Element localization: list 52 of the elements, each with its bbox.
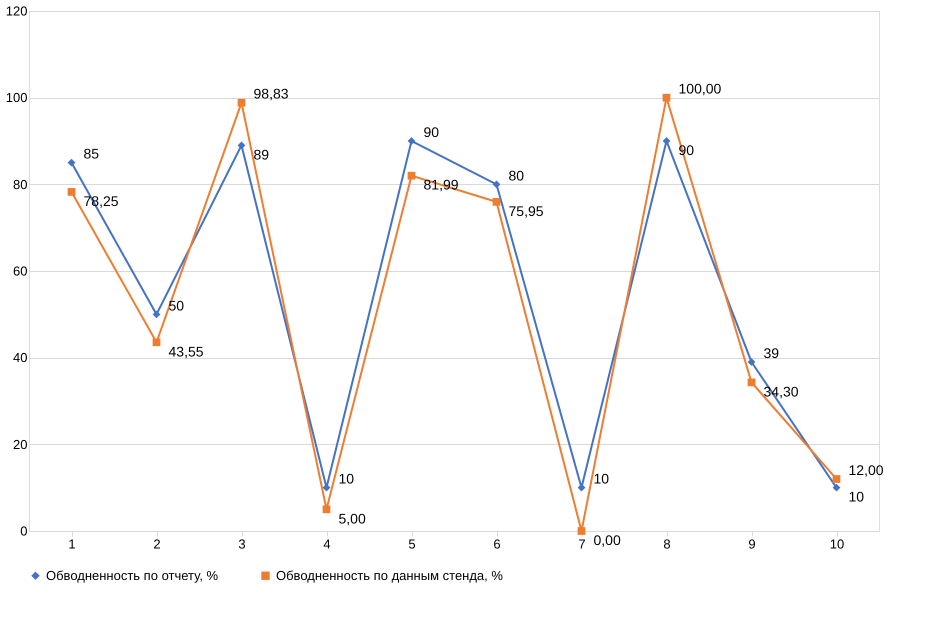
- y-tick-label: 60: [13, 264, 28, 278]
- data-label: 39: [764, 345, 780, 361]
- point: [578, 527, 586, 535]
- data-label: 0,00: [594, 532, 621, 548]
- y-tick-label: 80: [13, 176, 28, 192]
- data-label: 85: [84, 146, 100, 162]
- point: [492, 180, 500, 188]
- point: [238, 141, 246, 150]
- point: [238, 98, 246, 107]
- x-tick-label: 6: [493, 536, 501, 552]
- y-tick-label: 40: [13, 350, 28, 366]
- x-tick-label: 7: [578, 536, 586, 552]
- y-tick-label: 20: [13, 436, 28, 452]
- x-tick-label: 9: [748, 536, 756, 552]
- point: [68, 188, 76, 196]
- point: [322, 505, 330, 514]
- data-label: 80: [508, 167, 524, 184]
- point: [408, 172, 416, 180]
- x-tick-label: 3: [238, 536, 246, 552]
- x-tick-label: 1: [68, 536, 76, 552]
- legend-label: Обводненность по данным стенда, %: [276, 568, 504, 583]
- data-label: 12,00: [848, 462, 884, 478]
- point: [832, 475, 840, 483]
- point: [68, 158, 76, 167]
- point: [152, 310, 160, 318]
- x-tick-label: 8: [663, 536, 671, 552]
- y-tick-label: 120: [6, 4, 28, 18]
- point: [662, 137, 670, 145]
- data-label: 10: [848, 488, 864, 505]
- point: [832, 484, 840, 492]
- point: [748, 358, 756, 366]
- data-label: 10: [338, 470, 354, 487]
- data-label: 90: [424, 124, 440, 140]
- data-label: 75,95: [508, 202, 544, 219]
- data-label: 100,00: [678, 80, 722, 97]
- x-tick-label: 4: [323, 536, 331, 552]
- point: [492, 198, 500, 206]
- y-tick-label: 100: [6, 90, 28, 106]
- data-label: 98,83: [254, 86, 289, 102]
- point: [662, 94, 670, 102]
- data-label: 43,55: [168, 343, 204, 360]
- point: [408, 137, 416, 145]
- x-tick-label: 2: [153, 536, 161, 552]
- data-label: 89: [254, 146, 270, 162]
- x-tick-label: 5: [408, 536, 416, 552]
- data-label: 5,00: [338, 510, 366, 526]
- x-tick-label: 10: [830, 536, 844, 552]
- point: [748, 378, 756, 386]
- point: [152, 338, 160, 346]
- y-tick-label: 0: [20, 524, 28, 538]
- legend-label: Обводненность по отчету, %: [46, 568, 219, 583]
- data-label: 10: [594, 470, 610, 487]
